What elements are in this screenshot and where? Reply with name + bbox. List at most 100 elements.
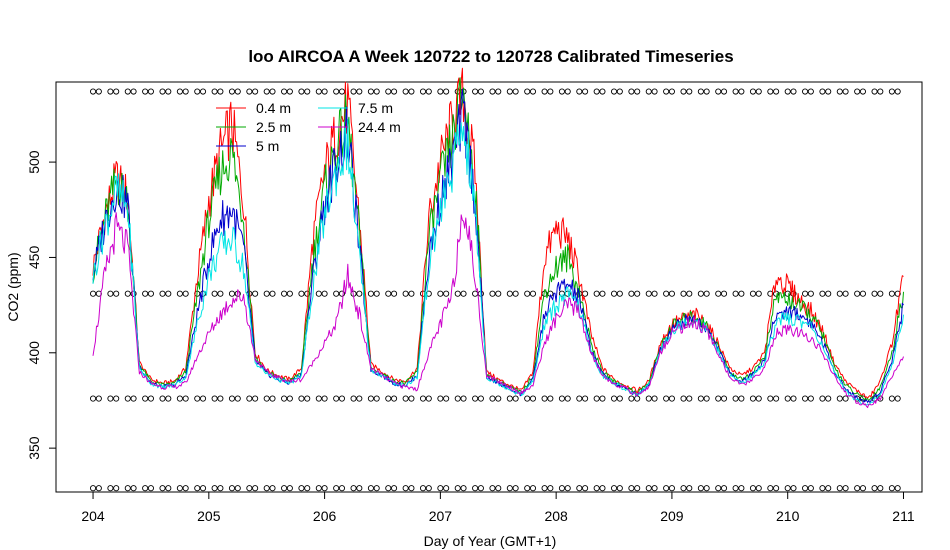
marker-2-14	[211, 395, 218, 402]
marker-2-59	[599, 395, 606, 402]
marker-3-45	[477, 485, 484, 492]
marker-0-20	[263, 88, 270, 95]
marker-2-74	[732, 395, 739, 402]
marker-0-21	[269, 88, 276, 95]
y-tick-label-450: 450	[26, 246, 42, 270]
marker-2-31	[356, 395, 363, 402]
marker-2-21	[269, 395, 276, 402]
marker-3-46	[489, 485, 496, 492]
marker-2-70	[697, 395, 704, 402]
marker-0-18	[246, 88, 253, 95]
marker-2-35	[391, 395, 398, 402]
marker-1-11	[182, 290, 189, 297]
marker-0-65	[651, 88, 658, 95]
marker-1-54	[558, 290, 565, 297]
marker-2-60	[610, 395, 618, 402]
marker-2-51	[529, 395, 537, 402]
marker-3-60	[610, 485, 618, 492]
marker-1-29	[338, 290, 346, 297]
marker-1-31	[356, 290, 363, 297]
marker-3-22	[281, 485, 288, 492]
marker-3-6	[142, 485, 149, 492]
marker-0-90	[871, 88, 878, 95]
marker-2-75	[738, 395, 745, 402]
marker-2-63	[634, 395, 641, 402]
marker-3-87	[842, 485, 849, 492]
marker-1-88	[854, 290, 861, 297]
marker-3-72	[715, 485, 722, 492]
marker-2-4	[124, 395, 131, 402]
marker-2-56	[576, 395, 583, 402]
marker-3-82	[802, 485, 809, 492]
marker-3-50	[524, 485, 531, 492]
marker-0-10	[176, 88, 183, 95]
marker-2-32	[367, 395, 374, 402]
marker-0-84	[819, 88, 826, 95]
marker-3-56	[576, 485, 583, 492]
marker-3-49	[512, 485, 519, 492]
marker-1-92	[888, 290, 895, 297]
marker-2-62	[628, 395, 635, 402]
series-line-24-4-m	[92, 212, 904, 409]
marker-2-72	[715, 395, 722, 402]
marker-0-61	[616, 88, 623, 95]
marker-1-22	[281, 290, 288, 297]
marker-0-50	[524, 88, 531, 95]
marker-0-59	[599, 88, 606, 95]
marker-2-52	[541, 395, 548, 402]
marker-2-54	[558, 395, 565, 402]
marker-3-3	[113, 485, 120, 492]
marker-2-37	[408, 395, 415, 402]
marker-2-48	[506, 395, 513, 402]
marker-3-91	[877, 485, 884, 492]
marker-2-19	[252, 395, 259, 402]
marker-1-78	[767, 290, 774, 297]
marker-3-12	[194, 485, 201, 492]
marker-1-76	[749, 290, 757, 297]
marker-1-50	[524, 290, 531, 297]
marker-1-7	[147, 290, 154, 297]
marker-3-42	[454, 485, 461, 492]
marker-2-39	[425, 395, 432, 402]
marker-3-29	[338, 485, 346, 492]
marker-3-34	[385, 485, 392, 492]
marker-0-46	[489, 88, 496, 95]
x-tick-label-204: 204	[81, 508, 105, 524]
series-line-2-5-m	[92, 77, 904, 402]
marker-0-11	[182, 88, 189, 95]
marker-2-92	[888, 395, 895, 402]
legend-label-4: 24.4 m	[358, 119, 401, 135]
marker-3-33	[373, 485, 380, 492]
marker-3-48	[506, 485, 513, 492]
marker-1-79	[773, 290, 780, 297]
marker-3-53	[547, 485, 554, 492]
marker-3-14	[211, 485, 218, 492]
marker-3-37	[408, 485, 415, 492]
marker-1-90	[871, 290, 878, 297]
marker-1-25	[304, 290, 311, 297]
marker-3-39	[425, 485, 432, 492]
marker-3-25	[304, 485, 311, 492]
marker-3-55	[564, 485, 571, 492]
marker-0-48	[506, 88, 513, 95]
marker-1-83	[807, 290, 814, 297]
marker-2-43	[460, 395, 467, 402]
marker-2-73	[720, 395, 728, 402]
marker-2-47	[495, 395, 502, 402]
marker-2-38	[419, 395, 427, 402]
marker-3-89	[859, 485, 867, 492]
marker-2-77	[755, 395, 762, 402]
marker-0-14	[211, 88, 218, 95]
marker-3-40	[437, 485, 444, 492]
marker-0-49	[512, 88, 519, 95]
marker-1-2	[107, 290, 114, 297]
marker-1-34	[385, 290, 392, 297]
marker-2-23	[286, 395, 293, 402]
marker-1-85	[825, 290, 832, 297]
marker-2-68	[680, 395, 687, 402]
marker-1-40	[437, 290, 444, 297]
marker-2-71	[703, 395, 710, 402]
marker-2-76	[749, 395, 757, 402]
marker-2-66	[663, 395, 670, 402]
marker-2-25	[304, 395, 311, 402]
